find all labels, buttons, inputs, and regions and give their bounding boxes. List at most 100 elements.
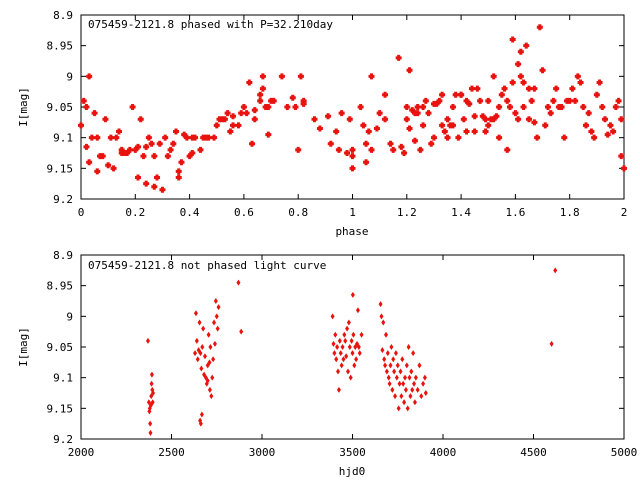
data-point [386, 374, 391, 381]
y-tick-label: 9.2 [53, 193, 73, 206]
data-point [199, 411, 204, 418]
data-point [149, 371, 154, 378]
y-tick-label: 9.05 [47, 341, 74, 354]
y-axis-label: I[mag] [17, 327, 30, 367]
data-point [549, 340, 554, 347]
data-point [347, 344, 352, 350]
data-point [340, 344, 345, 350]
data-point [534, 134, 541, 141]
y-tick-label: 9.1 [53, 372, 73, 385]
data-point [265, 104, 272, 110]
data-point [388, 362, 393, 369]
data-point [490, 73, 497, 80]
data-point [455, 134, 462, 141]
data-point [558, 104, 565, 110]
data-point [392, 368, 397, 375]
data-point [365, 128, 372, 135]
data-point [107, 134, 114, 141]
data-point [412, 399, 417, 406]
data-point [399, 393, 404, 400]
data-point [83, 104, 90, 110]
data-point [350, 350, 355, 357]
data-point [259, 85, 266, 92]
data-point [444, 134, 451, 141]
y-tick-label: 9 [66, 310, 73, 323]
data-point [387, 140, 394, 147]
data-point [421, 380, 426, 387]
data-point [582, 122, 589, 129]
data-point [402, 374, 407, 381]
data-point [607, 122, 614, 129]
data-point [599, 104, 606, 110]
data-point [346, 319, 351, 326]
data-point [316, 125, 323, 132]
x-tick-label: 4500 [520, 446, 547, 459]
data-point [610, 128, 617, 135]
data-point [214, 313, 219, 320]
data-point [257, 97, 264, 104]
data-point [338, 350, 343, 357]
data-point [86, 159, 93, 166]
data-point [531, 119, 538, 126]
data-point [342, 331, 347, 338]
data-point [449, 104, 456, 110]
data-point [99, 153, 106, 160]
data-point [212, 340, 217, 347]
data-point [591, 134, 598, 141]
data-point [444, 116, 451, 123]
data-point [335, 146, 342, 153]
data-point [201, 325, 206, 332]
data-point [395, 362, 400, 369]
data-point [373, 125, 380, 132]
data-point [270, 97, 277, 104]
data-point [517, 73, 524, 80]
x-tick-label: 5000 [611, 446, 638, 459]
data-point [88, 134, 95, 141]
data-point [80, 97, 87, 104]
data-point [175, 168, 182, 175]
y-tick-label: 9 [66, 70, 73, 83]
data-point [621, 165, 627, 172]
data-point [382, 91, 389, 98]
data-point [206, 331, 211, 338]
data-point [333, 128, 340, 135]
data-point [213, 298, 218, 304]
data-point [205, 134, 212, 141]
data-point [173, 128, 180, 135]
data-points [78, 24, 627, 193]
data-point [198, 420, 203, 427]
data-point [419, 393, 424, 400]
data-point [436, 97, 443, 104]
x-tick-label: 2000 [68, 446, 95, 459]
data-point [140, 153, 147, 160]
data-point [452, 91, 459, 98]
data-point [482, 116, 489, 123]
plot-frame [80, 254, 625, 440]
data-point [137, 116, 144, 123]
data-point [183, 134, 190, 141]
data-point [415, 386, 420, 393]
data-point [414, 104, 421, 110]
data-point [145, 134, 152, 141]
data-point [345, 325, 350, 332]
data-point [167, 146, 174, 153]
data-point [504, 97, 511, 104]
data-point [292, 104, 299, 110]
data-point [94, 168, 101, 175]
data-point [300, 100, 307, 107]
data-point [251, 116, 258, 123]
data-point [194, 337, 199, 344]
data-point [572, 97, 579, 104]
y-tick-label: 9.15 [47, 402, 74, 415]
data-point [151, 183, 158, 190]
data-point [401, 380, 406, 387]
y-axis-label: I[mag] [17, 87, 30, 127]
data-point [224, 110, 231, 117]
data-point [615, 97, 622, 104]
data-point [209, 393, 214, 400]
data-point [265, 131, 272, 138]
data-point [311, 116, 318, 123]
data-point [412, 380, 417, 387]
data-point [612, 104, 619, 110]
